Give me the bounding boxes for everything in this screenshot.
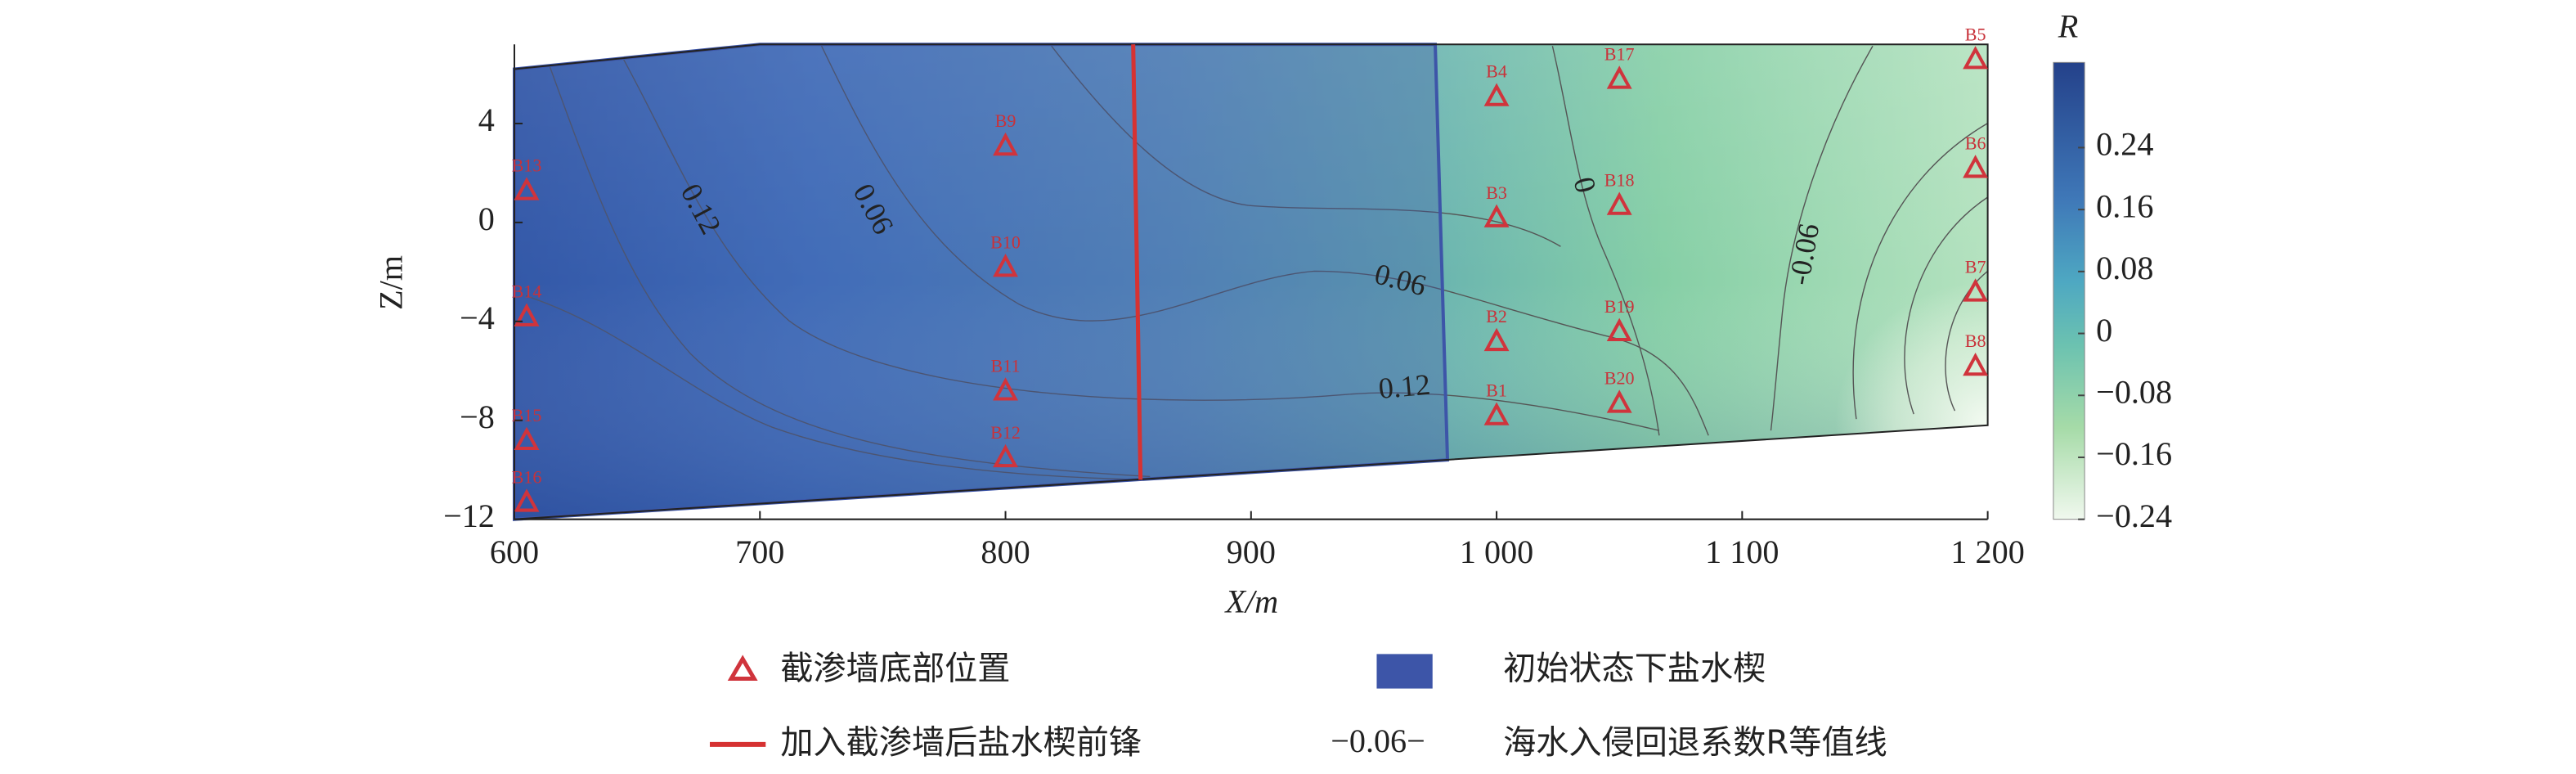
legend-label: 截渗墙底部位置	[780, 650, 1010, 687]
point-label: B5	[1965, 24, 1986, 44]
colorbar-tick-label: 0.16	[2096, 187, 2153, 224]
contour-label-group: 0.12	[1377, 368, 1431, 405]
x-tick-label: 700	[735, 533, 784, 570]
contour-line	[615, 45, 1660, 431]
point-label: B13	[512, 155, 542, 176]
contour-line	[525, 295, 1183, 481]
colorbar-tick-label: 0	[2096, 312, 2112, 349]
bottom-marker	[1483, 83, 1510, 106]
x-tick-label: 1 200	[1950, 533, 2024, 570]
bottom-marker	[1963, 278, 1989, 302]
contour-line	[1770, 45, 1874, 431]
bottom-marker	[514, 488, 540, 512]
point-label: B3	[1486, 182, 1507, 203]
point-label: B11	[991, 355, 1021, 376]
point-label: B17	[1604, 43, 1635, 64]
colorbar-tick-label: −0.24	[2096, 497, 2172, 534]
point-label: B19	[1604, 296, 1635, 317]
point-label: B16	[512, 466, 542, 487]
bottom-marker	[1606, 65, 1632, 89]
bottom-marker	[993, 377, 1018, 401]
bottom-marker	[1483, 402, 1510, 425]
y-axis-label: Z/m	[373, 255, 410, 310]
point-label: B15	[512, 405, 542, 425]
bottom-marker	[1606, 191, 1632, 215]
bottom-marker	[1483, 327, 1510, 352]
y-tick-label: −8	[460, 398, 495, 435]
point-label: B1	[1486, 380, 1507, 401]
bottom-marker	[1963, 46, 1989, 70]
bottom-marker	[514, 426, 540, 450]
colorbar-tick-label: −0.08	[2096, 373, 2172, 410]
x-tick-label: 800	[981, 533, 1030, 570]
legend-label: 加入截渗墙后盐水楔前锋	[780, 724, 1142, 762]
x-tick-label: 900	[1227, 533, 1276, 570]
bottom-marker	[1606, 317, 1632, 341]
y-tick-label: 4	[478, 101, 495, 138]
x-tick-label: 1 000	[1460, 533, 1533, 570]
x-axis-label: X/m	[1223, 583, 1278, 619]
contour-label: 0.12	[1377, 368, 1431, 405]
point-label: B14	[512, 281, 542, 302]
contour-lines	[525, 45, 1988, 481]
y-tick-label: 0	[478, 200, 495, 237]
point-label: B2	[1486, 306, 1507, 326]
colorbar-label: R	[2058, 7, 2079, 44]
bottom-marker	[993, 254, 1018, 277]
bottom-marker	[993, 132, 1018, 156]
contour-line	[1904, 196, 1988, 415]
bottom-marker	[1963, 155, 1989, 178]
colorbar-tick-label: 0.24	[2096, 126, 2153, 163]
bottom-marker	[1483, 204, 1510, 227]
point-label: B18	[1604, 170, 1635, 191]
point-label: B4	[1486, 61, 1507, 82]
colorbar-tick-label: 0.08	[2096, 250, 2153, 286]
wedge-front	[1131, 44, 1143, 480]
y-tick-label: −4	[460, 299, 495, 336]
contour-line	[1852, 123, 1988, 420]
legend-label: 初始状态下盐水楔	[1503, 650, 1766, 687]
point-label: B8	[1965, 331, 1986, 351]
x-tick-label: 600	[490, 533, 539, 570]
contour-line	[541, 45, 1151, 478]
legend: 截渗墙底部位置 初始状态下盐水楔 加入截渗墙后盐水楔前锋 −0.06− 海水入侵…	[710, 650, 1887, 762]
bottom-marker	[1963, 352, 1989, 376]
colorbar-tick-label: −0.16	[2096, 435, 2172, 472]
legend-sample: −0.06−	[1331, 722, 1425, 759]
colorbar	[2053, 61, 2085, 520]
y-tick-label: −12	[443, 497, 495, 534]
plot-area: 0.12 0.060.060.120-0.06B1B2B3B4B5B6B7B8B9…	[512, 24, 1989, 521]
saltwater-wedge	[512, 43, 1450, 521]
point-label: B10	[990, 232, 1021, 252]
bottom-marker	[514, 177, 540, 200]
x-tick-label: 1 100	[1705, 533, 1779, 570]
point-label: B6	[1965, 133, 1986, 153]
contour-line	[1051, 45, 1561, 247]
bottom-marker	[993, 443, 1018, 468]
legend-marker	[727, 655, 758, 682]
point-label: B12	[990, 422, 1021, 443]
contour-field	[514, 44, 1988, 520]
legend-swatch	[1376, 654, 1433, 689]
bottom-marker	[1606, 389, 1632, 413]
point-label: B7	[1965, 256, 1986, 277]
field-glow	[1478, 44, 1988, 520]
point-label: B20	[1604, 368, 1635, 389]
legend-label: 海水入侵回退系数R等值线	[1503, 724, 1887, 762]
bottom-marker	[514, 303, 540, 326]
point-label: B9	[995, 110, 1016, 131]
contour-line	[1551, 46, 1660, 436]
